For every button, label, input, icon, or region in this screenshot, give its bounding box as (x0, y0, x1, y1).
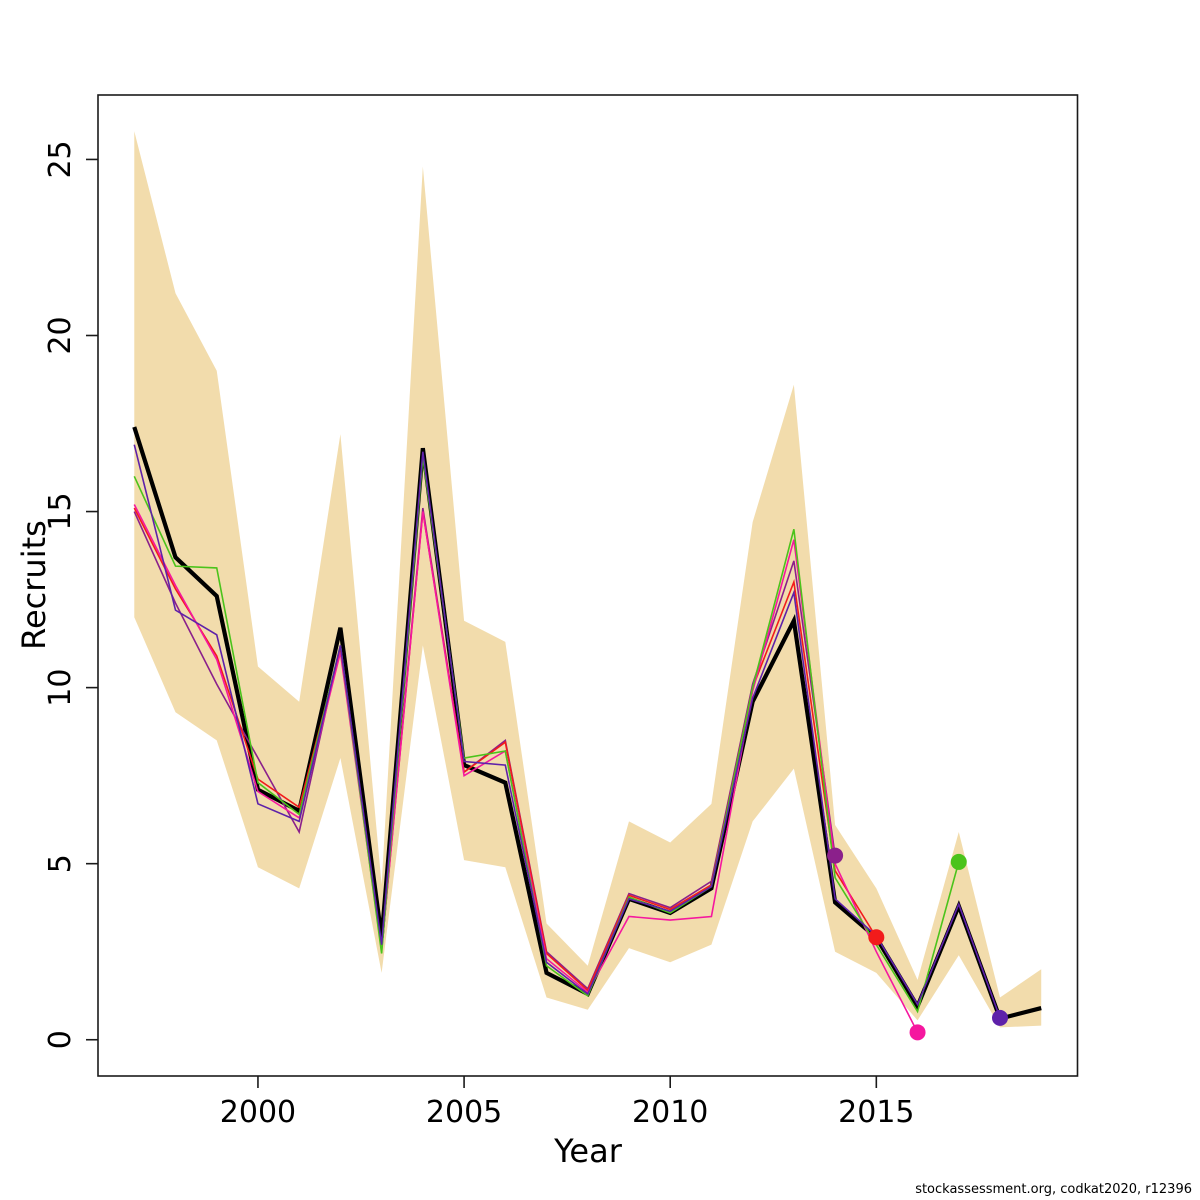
plot-box (97, 94, 1079, 1077)
y-tick-label: 25 (43, 140, 78, 178)
retro-endpoint-dot-retro-2014 (827, 847, 844, 864)
x-tick-label: 2005 (426, 1095, 502, 1130)
y-tick-label: 10 (43, 669, 78, 707)
x-axis-title: Year (554, 1132, 622, 1170)
y-tick-label: 0 (43, 1030, 78, 1049)
retro-endpoint-dot-retro-2017 (950, 853, 967, 870)
confidence-band (134, 131, 1042, 1028)
x-tick-label: 2015 (838, 1095, 914, 1130)
x-tick-label: 2010 (632, 1095, 708, 1130)
y-tick-label: 5 (43, 854, 78, 873)
retro-endpoint-dot-retro-2016 (909, 1024, 926, 1041)
series-line-retro-2018 (133, 444, 1001, 1019)
series-line-retro-2017 (133, 456, 960, 1014)
y-tick-label: 15 (43, 492, 78, 530)
retro-endpoint-dot-retro-2015 (868, 929, 885, 946)
y-tick-label: 20 (43, 316, 78, 354)
retro-endpoint-dot-retro-2018 (991, 1009, 1008, 1026)
attribution-text: stockassessment.org, codkat2020, r12396 (915, 1182, 1192, 1197)
y-axis-title: Recruits (15, 520, 53, 650)
x-tick-label: 2000 (220, 1095, 296, 1130)
